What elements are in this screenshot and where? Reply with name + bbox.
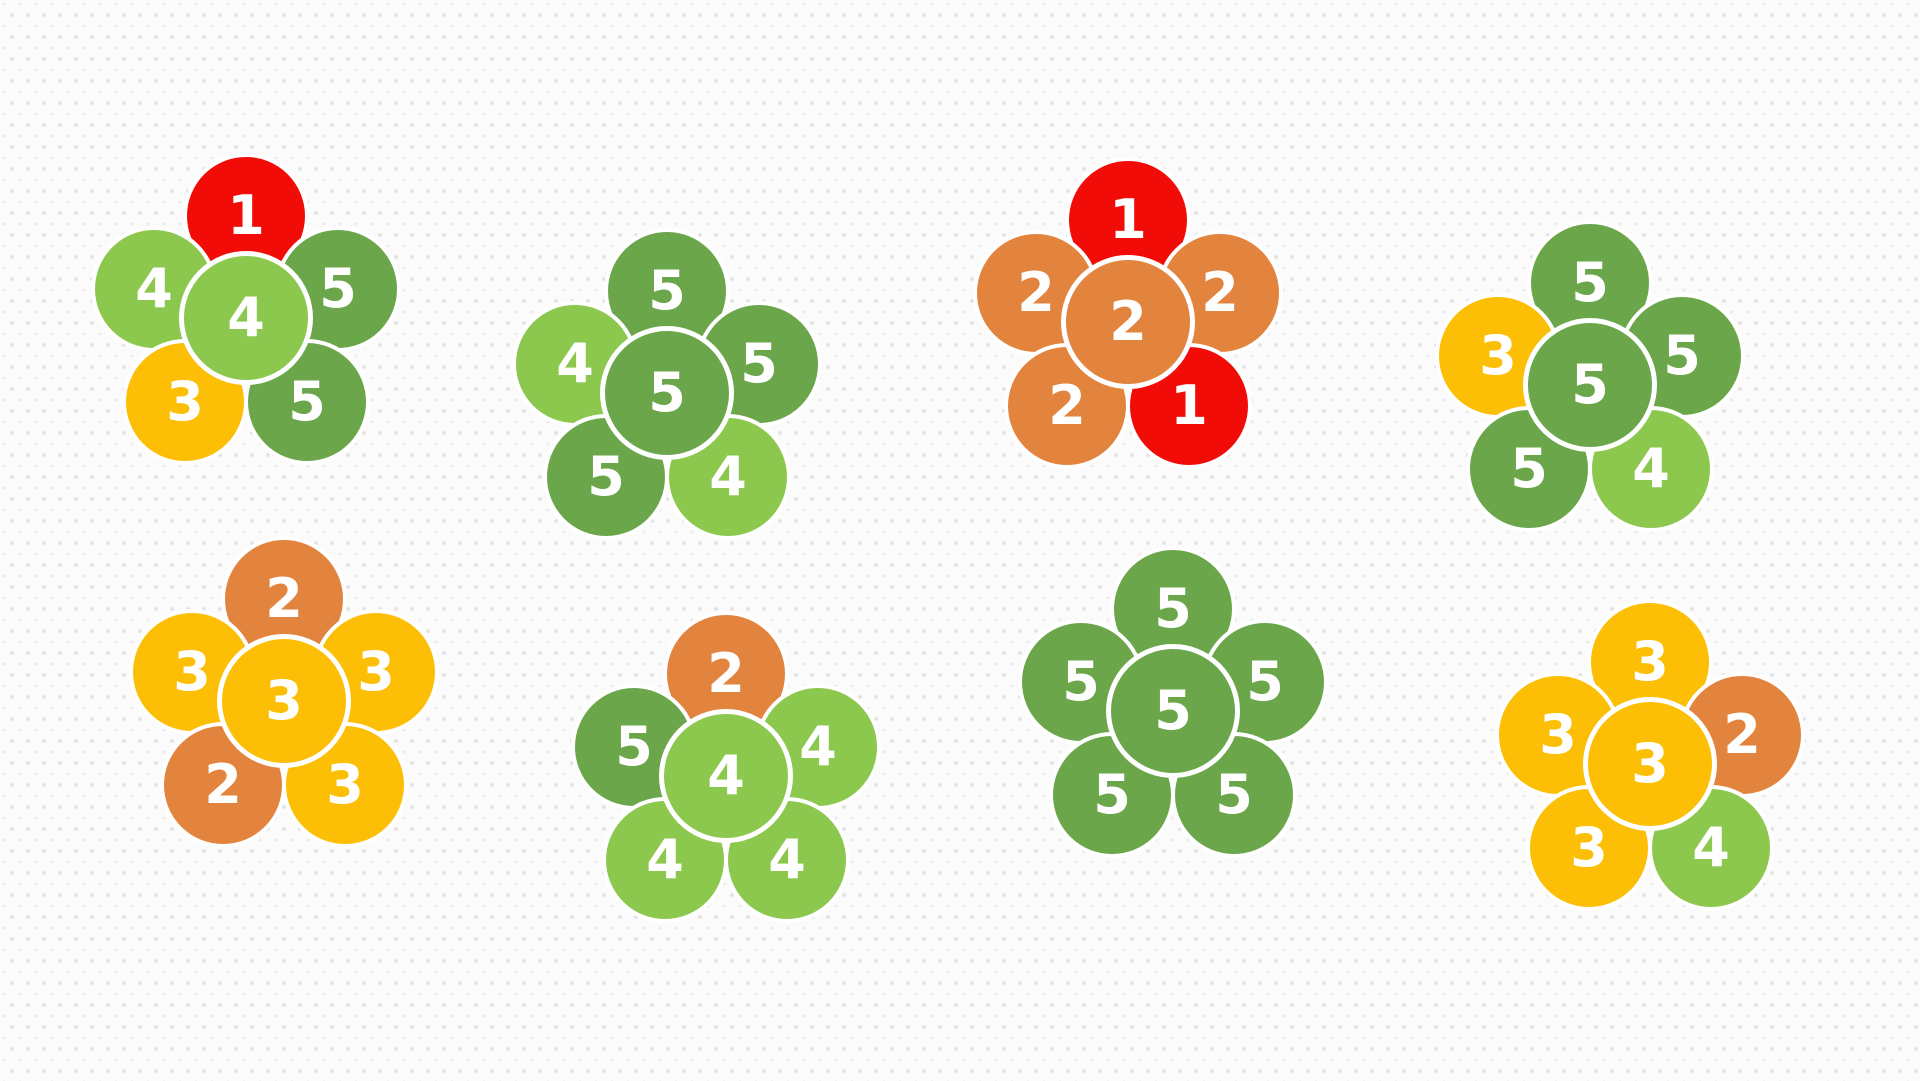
flower-4-center: 5 bbox=[1523, 318, 1657, 452]
flower-5-center: 3 bbox=[217, 634, 351, 768]
flower-7-petal-upper-left: 5 bbox=[1018, 619, 1144, 745]
flower-8-center: 3 bbox=[1583, 697, 1717, 831]
flower-2-center: 5 bbox=[600, 326, 734, 460]
flower-7-center: 5 bbox=[1106, 644, 1240, 778]
flower-6-center: 4 bbox=[659, 709, 793, 843]
flower-1-center: 4 bbox=[179, 251, 313, 385]
flower-6-petal-lower-right: 4 bbox=[724, 797, 850, 923]
flower-5-petal-lower-left: 2 bbox=[160, 722, 286, 848]
flower-3-center: 2 bbox=[1061, 255, 1195, 389]
flower-6-petal-upper-left: 5 bbox=[571, 684, 697, 810]
